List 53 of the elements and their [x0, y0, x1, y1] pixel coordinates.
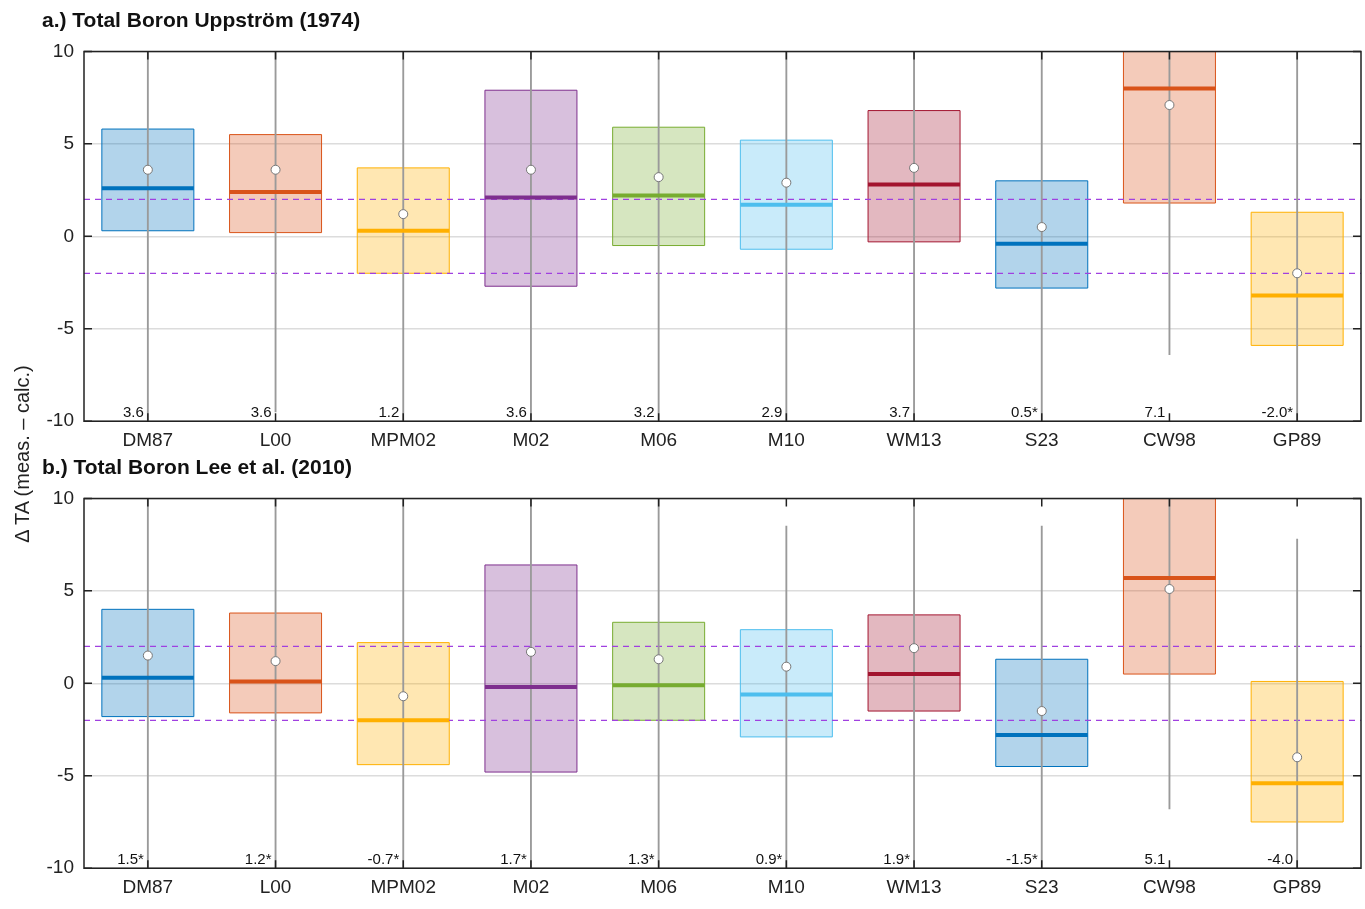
x-tick-label: M10	[767, 875, 805, 897]
x-tick-label: M06	[640, 875, 678, 897]
y-tick-label: 10	[52, 486, 74, 508]
text: 3.6	[122, 402, 144, 420]
x-tick-label: WM13	[886, 428, 942, 450]
y-tick-label: 10	[52, 39, 74, 61]
x-tick-label: CW98	[1143, 428, 1196, 450]
text: -2.0*	[1261, 402, 1294, 420]
x-tick-label: GP89	[1272, 428, 1322, 450]
y-tick-label: -10	[46, 409, 74, 431]
text: 0.5*	[1011, 402, 1038, 420]
y-tick-label: -5	[57, 316, 74, 338]
text: 1.2*	[244, 849, 272, 867]
chart-title: b.) Total Boron Lee et al. (2010)	[42, 455, 352, 479]
x-tick-label: CW98	[1143, 875, 1196, 897]
text: 1.7*	[500, 849, 527, 867]
text: 1.9*	[883, 849, 911, 867]
x-tick-label: M10	[767, 428, 805, 450]
text: -0.7*	[367, 849, 400, 867]
y-tick-label: 5	[63, 579, 74, 601]
y-tick-label: 0	[63, 671, 74, 693]
y-tick-label: 5	[63, 132, 74, 154]
chart-title: a.) Total Boron Uppström (1974)	[42, 8, 361, 32]
x-tick-label: S23	[1024, 428, 1059, 450]
text: 1.3*	[627, 849, 655, 867]
x-tick-label: L00	[259, 428, 292, 450]
text: 1.2	[378, 402, 400, 420]
text: 3.6	[250, 402, 272, 420]
x-tick-label: MPM02	[370, 875, 436, 897]
text: 0.9*	[755, 849, 783, 867]
x-tick-label: M06	[640, 428, 678, 450]
y-tick-label: 0	[63, 224, 74, 246]
y-tick-label: -5	[57, 763, 74, 785]
y-axis-title: Δ TA (meas. – calc.)	[10, 365, 34, 543]
text: 3.7	[889, 402, 911, 420]
x-tick-label: M02	[512, 428, 550, 450]
text: -1.5*	[1006, 849, 1038, 867]
text: 2.9	[761, 402, 783, 420]
x-tick-label: WM13	[886, 875, 942, 897]
x-tick-label: DM87	[122, 428, 174, 450]
x-tick-label: DM87	[122, 875, 174, 897]
x-tick-label: S23	[1024, 875, 1059, 897]
x-tick-label: L00	[259, 875, 292, 897]
text: 7.1	[1144, 402, 1166, 420]
y-tick-label: -10	[46, 856, 74, 878]
text: 1.5*	[117, 849, 144, 867]
x-tick-label: GP89	[1272, 875, 1322, 897]
text: 3.6	[506, 402, 527, 420]
text: 3.2	[633, 402, 655, 420]
x-tick-label: MPM02	[370, 428, 436, 450]
x-tick-label: M02	[512, 875, 550, 897]
text: -4.0	[1267, 849, 1294, 867]
text: 5.1	[1144, 849, 1166, 867]
